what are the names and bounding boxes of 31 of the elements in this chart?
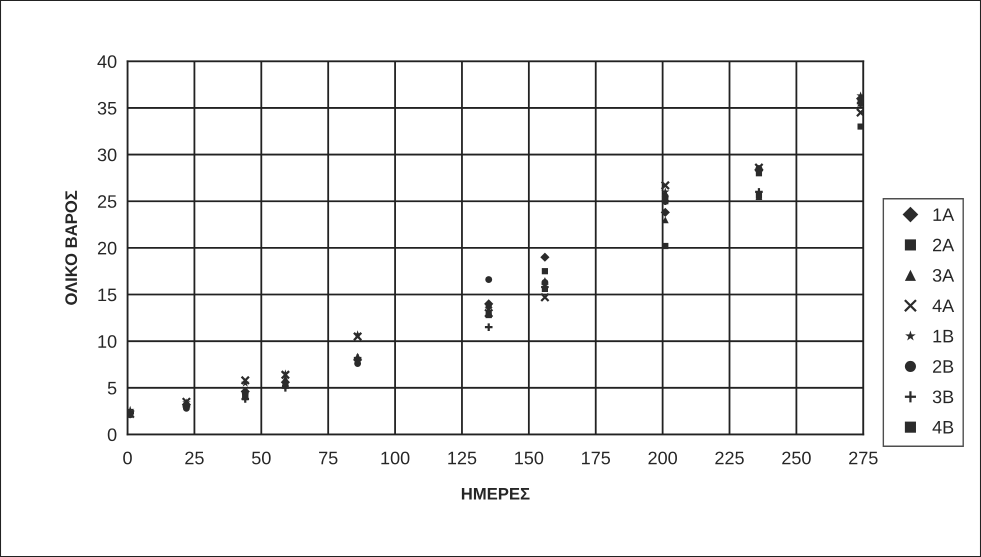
y-tick-label: 35	[98, 102, 116, 115]
x-tick-label: 175	[582, 452, 610, 464]
x-tick-label: 125	[448, 452, 476, 464]
x-axis-title: ΗΜΕΡΕΣ	[462, 488, 530, 500]
x-tick-label: 275	[849, 452, 878, 464]
x-tick-label: 75	[319, 452, 338, 464]
x-tick-label: 200	[648, 452, 677, 464]
x-tick-label: 25	[185, 452, 204, 464]
legend-label: 3B	[932, 390, 954, 404]
x-tick-label: 50	[252, 452, 271, 464]
x-tick-label: 250	[782, 452, 811, 464]
y-tick-label: 10	[98, 335, 116, 348]
y-tick-label: 15	[98, 288, 116, 302]
legend-label: 2A	[933, 238, 954, 252]
y-tick-label: 40	[97, 55, 116, 68]
legend-label: 2B	[933, 360, 954, 373]
y-tick-label: 5	[108, 382, 116, 395]
legend-label: 3A	[932, 269, 954, 282]
y-tick-label: 30	[98, 148, 116, 162]
y-axis-title: ΟΛΙΚΟ ΒΑΡΟΣ	[65, 190, 78, 305]
x-tick-label: 100	[381, 452, 410, 464]
y-tick-label: 0	[108, 428, 116, 442]
legend-label: 1B	[933, 330, 954, 342]
y-tick-label: 20	[98, 242, 116, 255]
legend-label: 4B	[932, 421, 954, 434]
y-tick-label: 25	[98, 195, 116, 208]
x-tick-label: 0	[123, 452, 132, 464]
legend-label: 1A	[933, 208, 954, 221]
x-tick-label: 225	[715, 452, 744, 464]
legend-label: 4A	[932, 300, 954, 312]
x-tick-label: 150	[515, 452, 544, 464]
